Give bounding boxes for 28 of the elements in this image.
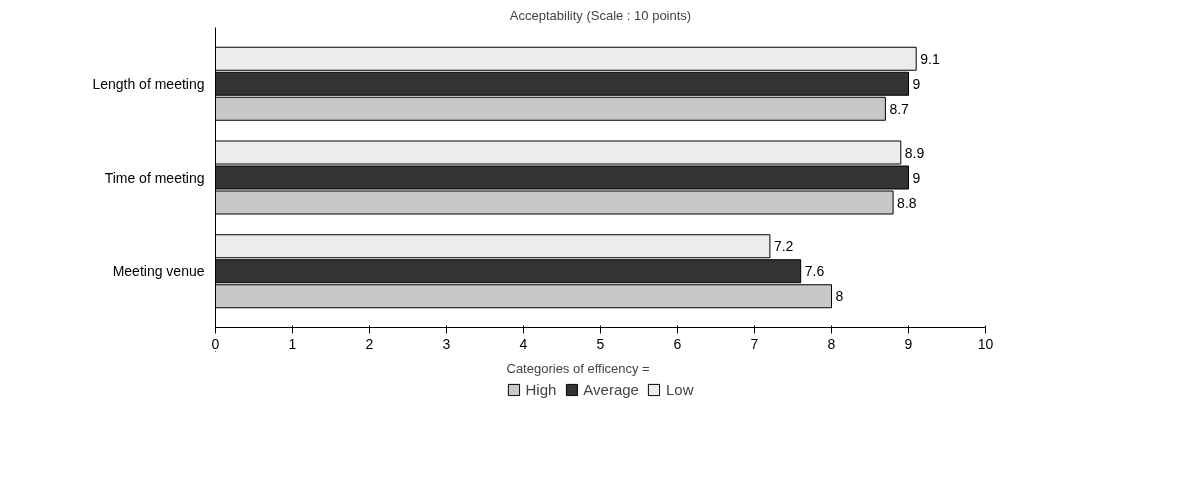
x-tick-label: 6 <box>673 335 682 352</box>
data-label: 9 <box>912 169 921 186</box>
data-label: 9 <box>912 75 921 92</box>
x-tick-label: 2 <box>365 335 374 352</box>
y-tick-label: Time of meeting <box>104 169 205 186</box>
x-tick-label: 10 <box>977 335 994 352</box>
data-label: 7.6 <box>804 263 825 280</box>
legend-label: Low <box>665 380 694 398</box>
data-label: 8.7 <box>889 100 910 117</box>
data-label: 7.2 <box>773 238 794 255</box>
chart-title: Acceptability (Scale : 10 points) <box>509 7 692 23</box>
x-tick-label: 8 <box>827 335 836 352</box>
x-tick-label: 4 <box>519 335 528 352</box>
x-tick-label: 7 <box>750 335 759 352</box>
data-label: 8 <box>835 288 844 305</box>
data-label: 8.8 <box>897 194 917 211</box>
legend-title: Categories of efficency = <box>506 360 651 376</box>
legend-label: Average <box>583 380 639 398</box>
x-tick-label: 3 <box>442 335 451 352</box>
y-tick-label: Meeting venue <box>112 263 205 280</box>
x-tick-label: 5 <box>596 335 605 352</box>
data-label: 9.1 <box>920 50 940 67</box>
y-tick-label: Length of meeting <box>92 75 205 92</box>
x-tick-label: 0 <box>211 335 220 352</box>
x-tick-label: 1 <box>288 335 297 352</box>
legend-label: High <box>525 380 557 398</box>
x-tick-label: 9 <box>904 335 913 352</box>
data-label: 8.9 <box>904 144 925 161</box>
